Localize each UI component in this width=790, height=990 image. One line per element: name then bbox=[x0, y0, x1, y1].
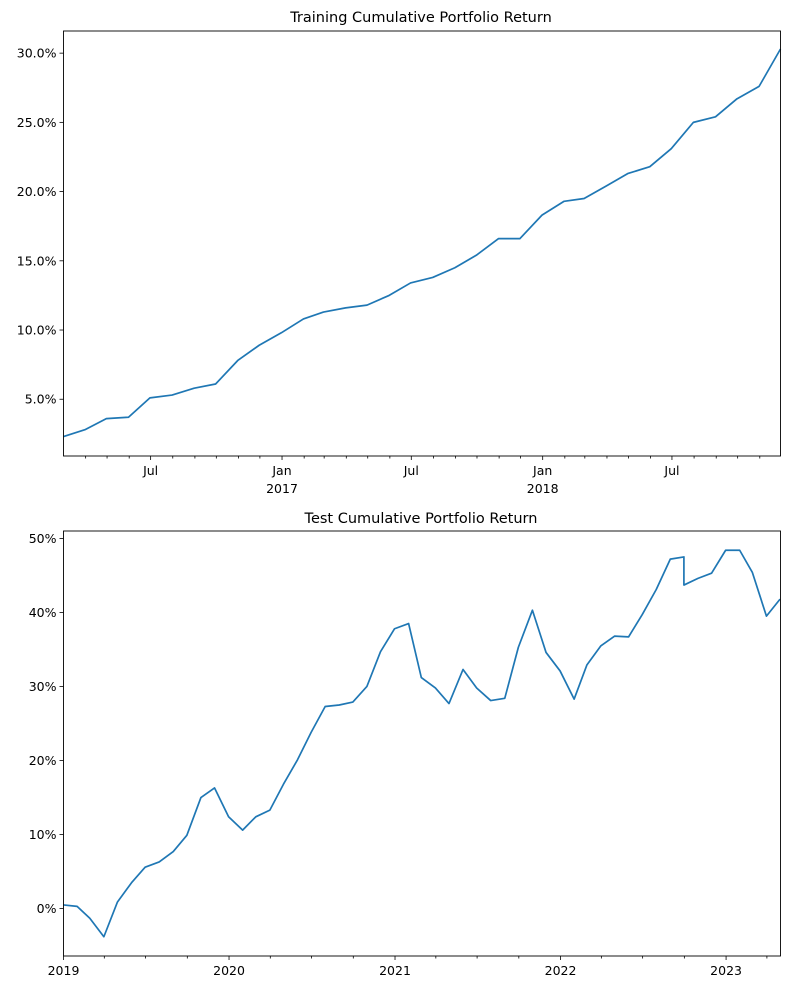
y-tick-label: 50% bbox=[29, 531, 57, 546]
y-tick-label: 40% bbox=[29, 605, 57, 620]
series-line bbox=[63, 549, 781, 938]
y-tick-label: 10.0% bbox=[17, 323, 57, 338]
y-tick-label: 25.0% bbox=[17, 115, 57, 130]
x-tick-label: 2021 bbox=[379, 963, 411, 978]
x-tick-label: 2022 bbox=[545, 963, 577, 978]
y-tick-label: 20.0% bbox=[17, 184, 57, 199]
y-tick-label: 30.0% bbox=[17, 46, 57, 61]
x-tick-label: Jul bbox=[403, 463, 419, 478]
tick-layer: 5.0% 10.0% 15.0% 20.0% 25.0% 30.0% Jul Jan 2017 J… bbox=[17, 46, 761, 496]
y-tick-label: 15.0% bbox=[17, 253, 57, 268]
y-tick-label: 30% bbox=[29, 679, 57, 694]
x-tick-year-label: 2017 bbox=[266, 481, 298, 496]
chart-title: Test Cumulative Portfolio Return bbox=[304, 511, 538, 527]
series-line bbox=[63, 48, 782, 438]
y-tick-label: 20% bbox=[29, 753, 57, 768]
x-tick-label: 2019 bbox=[48, 963, 80, 978]
point-layer bbox=[63, 550, 781, 937]
x-tick-label: Jan bbox=[271, 463, 291, 478]
y-tick-label: 0% bbox=[37, 901, 57, 916]
test-return-chart: Test Cumulative Portfolio Return 0% 10% 20… bbox=[29, 511, 781, 978]
plot-frame bbox=[63, 30, 781, 457]
tick-layer: 0% 10% 20% 30% 40% 50% 2019 2020 2021 2022 2023 bbox=[29, 531, 768, 978]
chart-title: Training Cumulative Portfolio Return bbox=[289, 10, 552, 26]
y-tick-label: 5.0% bbox=[25, 392, 57, 407]
x-tick-year-label: 2018 bbox=[527, 481, 559, 496]
x-tick-label: Jul bbox=[142, 463, 158, 478]
plot-frame bbox=[63, 530, 781, 957]
x-tick-label: Jul bbox=[663, 463, 679, 478]
training-return-chart: Training Cumulative Portfolio Return 5.0… bbox=[17, 10, 782, 496]
y-tick-label: 10% bbox=[29, 827, 57, 842]
x-tick-label: Jan bbox=[532, 463, 552, 478]
x-tick-label: 2020 bbox=[213, 963, 245, 978]
x-tick-label: 2023 bbox=[710, 963, 742, 978]
point-layer bbox=[63, 48, 781, 437]
